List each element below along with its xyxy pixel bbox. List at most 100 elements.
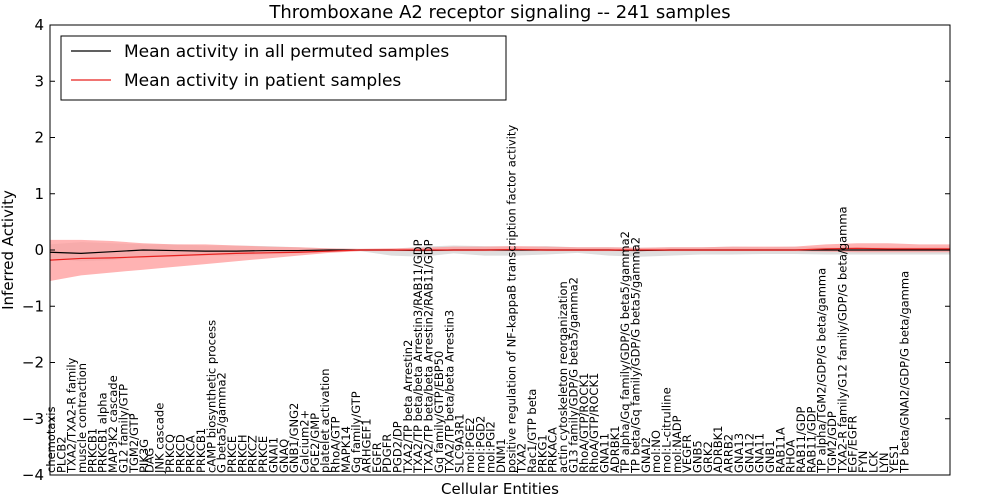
- series-lines: [49, 247, 950, 261]
- entity-label: PLCB2: [54, 436, 68, 473]
- entity-label: positive regulation of NF-kappaB transcr…: [504, 125, 518, 473]
- entity-label: ADRBK1: [608, 426, 622, 473]
- entity-label: PRKCE: [256, 436, 270, 473]
- entity-label: JNK cascade: [153, 403, 167, 474]
- y-tick-label: 1: [34, 185, 44, 203]
- entity-label: RAB11A: [773, 427, 787, 473]
- chart-title: Thromboxane A2 receptor signaling -- 241…: [268, 2, 730, 23]
- entity-label: GRK2: [701, 441, 715, 473]
- entity-label: G12 family/GTP: [116, 384, 130, 473]
- entity-label: muscle contraction: [75, 363, 89, 473]
- entity-label: PRKCA: [184, 435, 198, 473]
- entity-label: TP alpha/TGM2/GDP/G beta/gamma: [815, 268, 829, 474]
- entity-label: LYN: [877, 452, 891, 473]
- entity-label: PRKCD: [173, 434, 187, 473]
- entity-label: VEGFR: [680, 434, 694, 473]
- y-tick-label: 0: [34, 241, 44, 259]
- entity-label: PRKCE: [225, 436, 239, 473]
- legend-box: [60, 35, 507, 101]
- entity-label: DNM1: [494, 438, 508, 473]
- entity-label: Rac1/GTP beta: [525, 389, 539, 473]
- y-tick-label: −4: [22, 466, 44, 484]
- y-tick-label: 2: [34, 129, 44, 147]
- entity-label: PGE2/GMP: [308, 413, 322, 473]
- entity-label: PGD2/DP: [391, 421, 405, 473]
- entity-label: GNB1: [763, 440, 777, 473]
- entity-label: GNA11: [753, 433, 767, 473]
- y-tick-label: −2: [22, 354, 44, 372]
- entity-label: ARHGEF1: [360, 418, 374, 473]
- entity-label: Calcium2+: [297, 410, 311, 473]
- entity-label: RhoA/GTP/ROCK1: [577, 373, 591, 473]
- entity-label: PRKCB1: [85, 428, 99, 473]
- entity-label: TGM2/GDP: [825, 411, 839, 474]
- entity-label: DAG: [142, 448, 156, 473]
- legend-label-patient: Mean activity in patient samples: [124, 71, 401, 91]
- entity-label: PRKCB1 alpha: [96, 392, 110, 473]
- entity-label: TGM2/GTP: [127, 413, 141, 474]
- entity-label: TXA2: [515, 443, 529, 474]
- entity-label: RAB11/GDP: [804, 406, 818, 473]
- y-tick-label: −3: [22, 410, 44, 428]
- entity-label: MAP3K2 cascade: [106, 375, 120, 473]
- entity-label: G13 family/GDP/G beta5/gamma2: [566, 277, 580, 473]
- entity-label: TXA2/TP beta/beta Arrestin3: [442, 310, 456, 474]
- entity-label: EGFR: [370, 442, 384, 473]
- legend-label-permuted: Mean activity in all permuted samples: [124, 42, 449, 62]
- entity-label: GNAI2: [639, 437, 653, 473]
- entity-label: G beta5/gamma2: [215, 372, 229, 473]
- entity-label: ARRB2: [722, 434, 736, 473]
- entity-label: YES1: [887, 444, 901, 474]
- entity-label: Gq family/GTP/EBP50: [432, 351, 446, 473]
- entity-label: MAPK14: [339, 426, 353, 473]
- entity-label: GNA11: [597, 433, 611, 473]
- legend: Mean activity in all permuted samples Me…: [60, 35, 507, 101]
- y-tick-label: 4: [34, 16, 44, 34]
- entity-label: RAB11/GDP: [794, 406, 808, 473]
- entity-label: SLC9A3R1: [453, 413, 467, 473]
- entity-label: PRKCQ: [163, 434, 177, 473]
- entity-label: GNAQ: [277, 439, 291, 473]
- line-patient: [49, 247, 950, 261]
- entity-label: PRKCH: [235, 434, 249, 473]
- entity-label: PRKCZ: [246, 435, 260, 473]
- entity-label: GNA12: [742, 433, 756, 473]
- entity-label: PRKACA: [546, 427, 560, 473]
- entity-label: platelet activation: [318, 368, 332, 473]
- entity-label: PRKG1: [535, 434, 549, 473]
- entity-label: LCK: [866, 451, 880, 473]
- entity-label: mol:PGI2: [484, 421, 498, 473]
- entity-label: GNB1/GNG2: [287, 403, 301, 473]
- entity-label: FYN: [856, 451, 870, 473]
- entity-label: mol:NADP: [670, 415, 684, 473]
- y-tick-label: 3: [34, 72, 44, 90]
- entity-label: RhoA/GTP/ROCK1: [587, 373, 601, 473]
- entity-label: RhoA/GTP: [328, 416, 342, 473]
- entity-label: TXA2/TP beta/beta Arrestin2/RAB11/GDP: [422, 239, 436, 474]
- y-axis-label: Inferred Activity: [0, 190, 17, 310]
- y-tick-label: −1: [22, 297, 44, 315]
- entity-label: Gq family/GTP: [349, 391, 363, 473]
- entity-label: RHOA: [784, 440, 798, 473]
- entity-label: mol:PGE2: [463, 417, 477, 473]
- entity-label: TXA2-R family/G12 family/GDP/G beta/gamm…: [835, 206, 849, 474]
- entity-label: PIK3G: [137, 439, 151, 473]
- entity-label: EGF/EGFR: [846, 416, 860, 473]
- y-axis-ticks: 4 3 2 1 0 −1 −2 −3 −4: [22, 16, 950, 484]
- entity-label: actin cytoskeleton reorganization: [556, 281, 570, 473]
- entity-label: PRKCB1: [194, 428, 208, 473]
- plot-frame: [49, 24, 951, 476]
- entity-label: PDGFR: [380, 434, 394, 473]
- x-axis-label: Cellular Entities: [441, 480, 559, 498]
- entity-label: GNAI1: [266, 437, 280, 473]
- entity-label: ADRBK1: [711, 426, 725, 473]
- entity-label: GNB5: [691, 440, 705, 473]
- entity-label: chemotaxis: [44, 407, 58, 473]
- entity-label: TXA2/TP beta/beta Arrestin3/RAB11/GDP: [411, 239, 425, 474]
- entity-label: cAMP biosynthetic process: [204, 320, 218, 473]
- entity-label: TXA2/TP beta Arrestin2: [401, 340, 415, 474]
- entity-label: mol:L-citrulline: [660, 387, 674, 473]
- entity-label: TP beta/GNAI2/GDP/G beta/gamma: [897, 271, 911, 474]
